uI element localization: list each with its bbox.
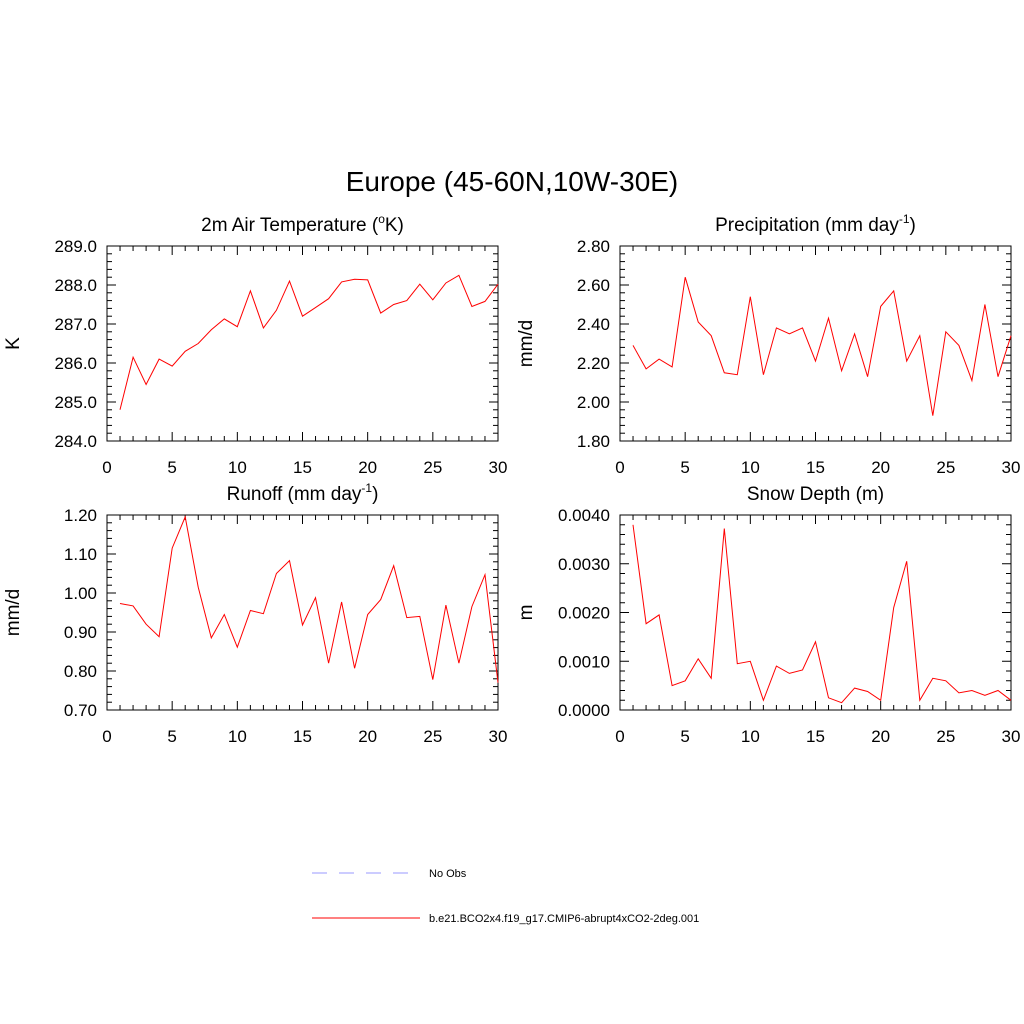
x-tick-label: 20: [871, 458, 890, 477]
x-tick-label: 10: [228, 727, 247, 746]
y-axis-label: m: [516, 605, 537, 621]
plot-frame: [106, 514, 499, 711]
panel-2: Precipitation (mm day-1) mm/d 0 5 10 15 20 25 30…: [516, 212, 1020, 477]
y-tick-label: 0.80: [64, 662, 97, 681]
y-tick-label: 2.40: [577, 315, 610, 334]
x-tick-label: 20: [871, 727, 890, 746]
y-tick-label: 2.20: [577, 354, 610, 373]
x-tick-label: 15: [293, 458, 312, 477]
panel-1: 2m Air Temperature (oK) K 0 5 10 15 20 25 30 284.…: [3, 212, 507, 477]
x-tick-label: 15: [293, 727, 312, 746]
panel-4: Snow Depth (m) m 0 5 10 15 20 25 30 0.0000 0.0010 0…: [516, 484, 1020, 746]
y-tick-label: 1.10: [64, 545, 97, 564]
x-tick-label: 30: [1002, 727, 1021, 746]
series-line: [632, 277, 1012, 416]
figure-title: Europe (45-60N,10W-30E): [346, 166, 679, 197]
legend-obs-label: No Obs: [429, 868, 467, 880]
x-tick-label: 30: [1002, 458, 1021, 477]
y-tick-label: 0.0000: [558, 701, 610, 720]
y-tick-label: 0.0010: [558, 652, 610, 671]
y-tick-label: 1.20: [64, 506, 97, 525]
x-tick-label: 0: [102, 458, 111, 477]
y-axis-label: mm/d: [3, 589, 24, 637]
legend-model-label: b.e21.BCO2x4.f19_g17.CMIP6-abrupt4xCO2-2…: [429, 913, 699, 925]
x-tick-label: 25: [423, 458, 442, 477]
x-tick-label: 30: [489, 458, 508, 477]
y-axis-label: K: [3, 337, 24, 350]
plot-frame: [619, 514, 1012, 711]
y-tick-label: 288.0: [54, 276, 97, 295]
series-line: [119, 274, 499, 410]
y-tick-label: 287.0: [54, 315, 97, 334]
x-tick-label: 25: [423, 727, 442, 746]
y-tick-label: 0.70: [64, 701, 97, 720]
series-line: [632, 524, 1012, 704]
x-tick-label: 20: [358, 727, 377, 746]
panels: 2m Air Temperature (oK) K 0 5 10 15 20 25 30 284.…: [3, 212, 1020, 746]
x-tick-label: 15: [806, 727, 825, 746]
plot-frame: [619, 245, 1012, 442]
x-tick-label: 25: [936, 727, 955, 746]
y-tick-label: 0.90: [64, 623, 97, 642]
x-tick-label: 30: [489, 727, 508, 746]
x-tick-label: 10: [228, 458, 247, 477]
legend: No Obs b.e21.BCO2x4.f19_g17.CMIP6-abrupt…: [312, 868, 699, 925]
y-tick-label: 285.0: [54, 393, 97, 412]
x-tick-label: 10: [741, 727, 760, 746]
x-tick-label: 5: [167, 727, 176, 746]
y-tick-label: 1.80: [577, 432, 610, 451]
x-tick-label: 5: [680, 458, 689, 477]
panel-3: Runoff (mm day-1) mm/d 0 5 10 15 20 25 30 0.70 0.8…: [3, 481, 507, 746]
panel-title: 2m Air Temperature (oK): [201, 212, 404, 236]
x-tick-label: 10: [741, 458, 760, 477]
x-tick-label: 5: [680, 727, 689, 746]
panel-title: Runoff (mm day-1): [227, 481, 379, 505]
panel-title: Precipitation (mm day-1): [715, 212, 916, 236]
x-tick-label: 0: [615, 458, 624, 477]
x-tick-label: 20: [358, 458, 377, 477]
plot-frame: [106, 245, 499, 442]
y-tick-label: 286.0: [54, 354, 97, 373]
y-tick-label: 289.0: [54, 237, 97, 256]
x-tick-label: 0: [615, 727, 624, 746]
x-tick-label: 15: [806, 458, 825, 477]
series-line: [119, 515, 499, 683]
y-tick-label: 0.0030: [558, 555, 610, 574]
y-tick-label: 2.80: [577, 237, 610, 256]
y-tick-label: 2.00: [577, 393, 610, 412]
x-tick-label: 5: [167, 458, 176, 477]
y-tick-label: 1.00: [64, 584, 97, 603]
y-tick-label: 2.60: [577, 276, 610, 295]
y-tick-label: 284.0: [54, 432, 97, 451]
y-tick-label: 0.0040: [558, 506, 610, 525]
x-tick-label: 25: [936, 458, 955, 477]
panel-title: Snow Depth (m): [747, 484, 884, 505]
y-tick-label: 0.0020: [558, 604, 610, 623]
y-axis-label: mm/d: [516, 320, 537, 368]
x-tick-label: 0: [102, 727, 111, 746]
